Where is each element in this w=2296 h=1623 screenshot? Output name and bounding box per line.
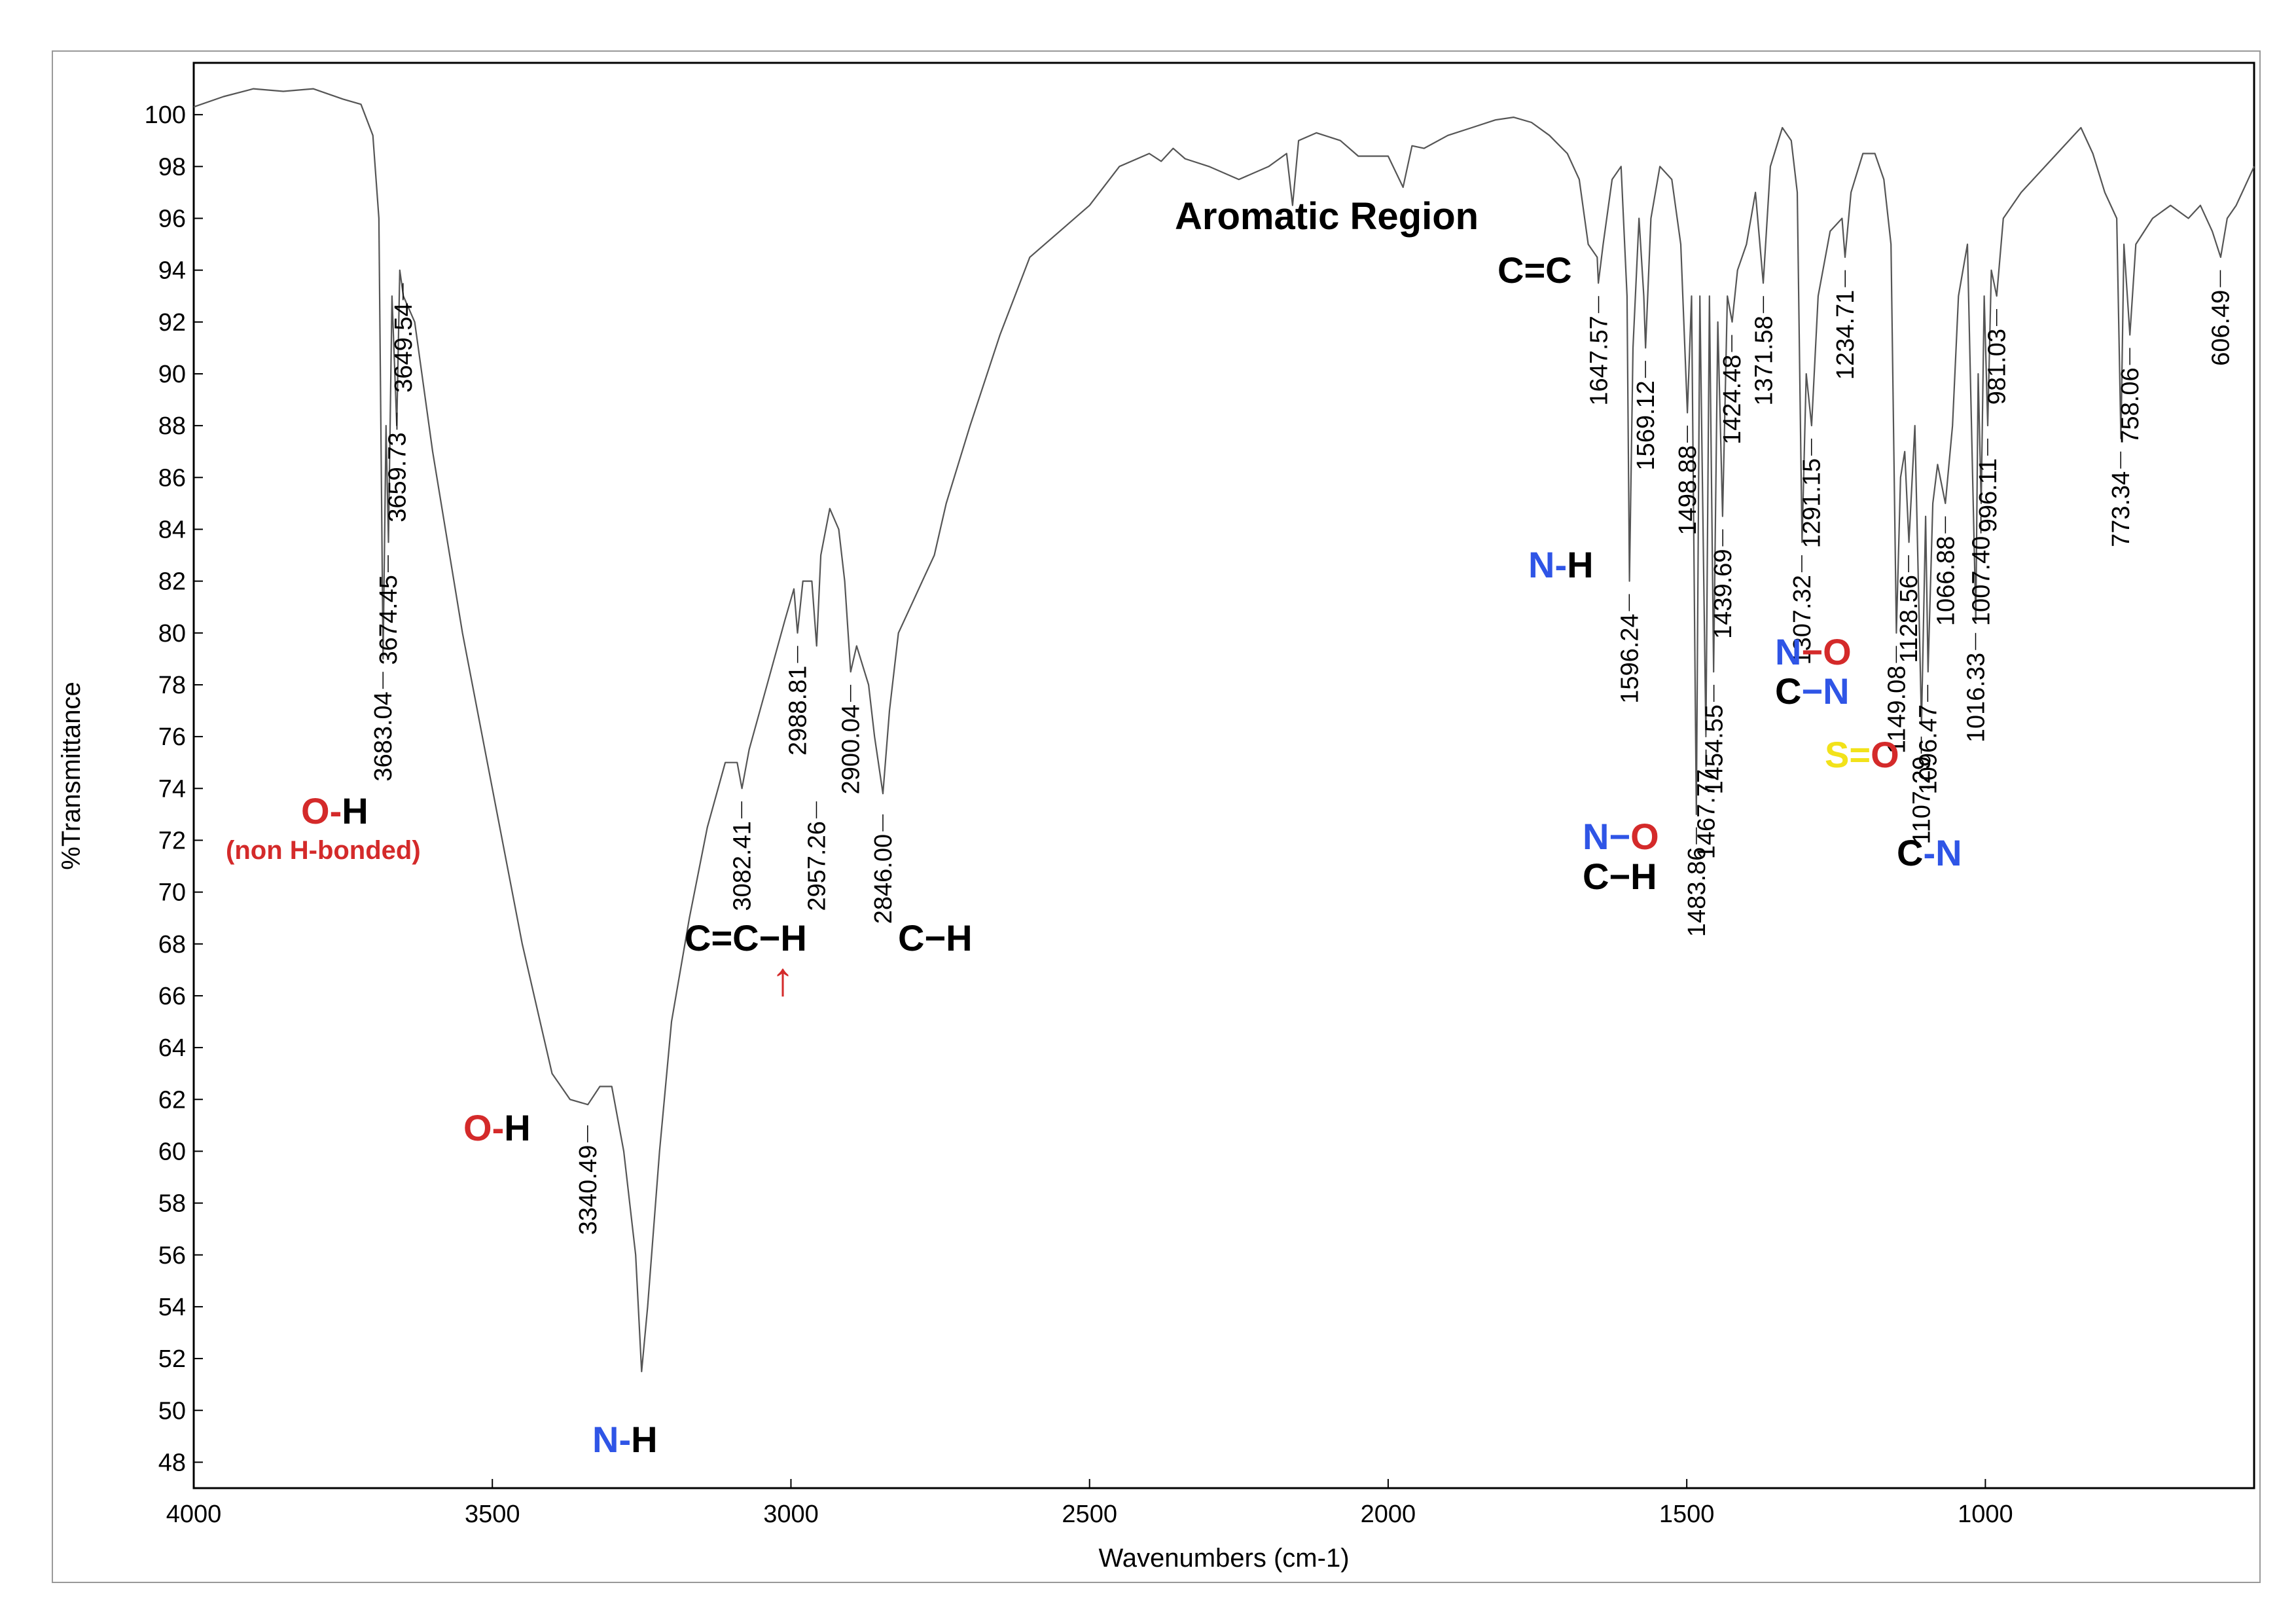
plot-frame bbox=[192, 62, 2255, 1489]
peak-label: 606.49 bbox=[2208, 290, 2235, 366]
x-tick-label: 1500 bbox=[1659, 1501, 1715, 1528]
peak-label: 1307.32 bbox=[1789, 575, 1816, 665]
y-tick-label: 54 bbox=[158, 1294, 186, 1321]
y-tick-label: 88 bbox=[158, 412, 186, 440]
peak-label: 2988.81 bbox=[785, 666, 812, 756]
alkene-ch-arrow: ↑ bbox=[771, 953, 795, 1006]
peak-label: 3674.45 bbox=[375, 575, 403, 665]
peak-label: 3649.54 bbox=[390, 302, 418, 392]
y-tick-label: 70 bbox=[158, 879, 186, 907]
peak-label: 1439.69 bbox=[1710, 549, 1737, 639]
peak-label: 1007.40 bbox=[1968, 536, 1996, 626]
peak-labels: 3683.04 3674.45 3659.73 3649.54 3340.49 3082.… bbox=[370, 270, 2235, 1235]
peak-label: 2846.00 bbox=[870, 834, 897, 924]
peak-label: 1096.47 bbox=[1914, 704, 1942, 794]
figure-border bbox=[52, 50, 2261, 1583]
y-tick-label: 62 bbox=[158, 1086, 186, 1114]
peak-label: 1467.77 bbox=[1693, 769, 1721, 859]
x-tick-label: 3500 bbox=[465, 1501, 520, 1528]
ch-label-2: C−H bbox=[1583, 856, 1657, 897]
peak-label: 1149.08 bbox=[1883, 666, 1910, 754]
y-tick-label: 74 bbox=[158, 775, 186, 803]
alkene-ch-label: C=C−H bbox=[685, 917, 807, 958]
peak-label: 3659.73 bbox=[384, 432, 412, 522]
y-tick-label: 58 bbox=[158, 1190, 186, 1218]
peak-label: 3340.49 bbox=[575, 1145, 602, 1235]
y-tick-label: 80 bbox=[158, 620, 186, 647]
y-tick-label: 64 bbox=[158, 1034, 186, 1062]
y-axis-title: %Transmittance bbox=[57, 682, 86, 870]
peak-label: 1066.88 bbox=[1932, 536, 1960, 626]
y-tick-label: 50 bbox=[158, 1397, 186, 1425]
cn-label-2: C-N bbox=[1897, 832, 1962, 873]
y-tick-label: 52 bbox=[158, 1345, 186, 1373]
y-tick-label: 92 bbox=[158, 309, 186, 337]
peak-label: 1234.71 bbox=[1832, 290, 1859, 380]
cc-double-label: C=C bbox=[1498, 249, 1572, 291]
oh-bonded-label: O-H bbox=[463, 1107, 531, 1148]
y-tick-label: 56 bbox=[158, 1242, 186, 1269]
peak-label: 2957.26 bbox=[804, 821, 831, 911]
peak-label: 981.03 bbox=[1984, 329, 2011, 405]
peak-label: 1647.57 bbox=[1586, 316, 1613, 405]
aromatic-region-label: Aromatic Region bbox=[1175, 195, 1479, 238]
peak-label: 1424.48 bbox=[1719, 355, 1746, 445]
x-tick-label: 1000 bbox=[1958, 1501, 2013, 1528]
y-tick-label: 72 bbox=[158, 827, 186, 854]
x-axis: 4000 3500 3000 2500 2000 1500 1000 bbox=[166, 1479, 2013, 1528]
peak-label: 3082.41 bbox=[728, 821, 756, 911]
y-tick-label: 82 bbox=[158, 568, 186, 596]
peak-label: 1371.58 bbox=[1750, 316, 1778, 405]
nh-aromatic-label: N-H bbox=[1528, 544, 1594, 585]
x-axis-title: Wavenumbers (cm-1) bbox=[1098, 1544, 1349, 1573]
peak-label: 773.34 bbox=[2108, 471, 2135, 547]
x-tick-label: 2000 bbox=[1361, 1501, 1416, 1528]
peak-label: 1107.29 bbox=[1909, 756, 1936, 845]
peak-label: 996.11 bbox=[1975, 458, 2002, 532]
y-tick-label: 66 bbox=[158, 983, 186, 1010]
x-tick-label: 3000 bbox=[763, 1501, 819, 1528]
peak-label: 3683.04 bbox=[370, 691, 397, 781]
peak-label: 758.06 bbox=[2117, 367, 2144, 443]
peak-label: 1596.24 bbox=[1616, 613, 1643, 703]
y-tick-label: 86 bbox=[158, 464, 186, 492]
aliphatic-ch-label: C−H bbox=[898, 917, 973, 958]
so-label: S=O bbox=[1825, 734, 1899, 775]
y-tick-label: 48 bbox=[158, 1449, 186, 1476]
y-tick-label: 96 bbox=[158, 205, 186, 232]
no-label-2: N−O bbox=[1775, 631, 1852, 672]
oh-free-sublabel: (non H-bonded) bbox=[226, 836, 421, 865]
peak-label: 1128.56 bbox=[1895, 575, 1923, 663]
peak-label: 2900.04 bbox=[838, 704, 865, 794]
y-tick-label: 100 bbox=[145, 101, 186, 129]
x-tick-label: 2500 bbox=[1062, 1501, 1117, 1528]
cn-label-1: C−N bbox=[1775, 670, 1850, 712]
peak-label: 1291.15 bbox=[1799, 458, 1826, 548]
x-tick-label: 4000 bbox=[166, 1501, 222, 1528]
y-tick-label: 78 bbox=[158, 672, 186, 699]
oh-free-label: O-H bbox=[301, 790, 368, 831]
peak-label: 1569.12 bbox=[1632, 380, 1660, 470]
y-tick-label: 76 bbox=[158, 723, 186, 751]
nh-main-label: N-H bbox=[592, 1419, 658, 1460]
y-tick-label: 68 bbox=[158, 931, 186, 958]
y-tick-label: 98 bbox=[158, 153, 186, 181]
peak-label: 1483.86 bbox=[1683, 847, 1711, 937]
y-tick-label: 84 bbox=[158, 516, 186, 543]
y-tick-label: 90 bbox=[158, 361, 186, 388]
no-label-1: N−O bbox=[1583, 816, 1659, 857]
y-tick-label: 94 bbox=[158, 257, 186, 285]
peak-label: 1498.88 bbox=[1674, 445, 1702, 535]
peak-label: 1454.55 bbox=[1701, 704, 1729, 794]
spectrum-line bbox=[193, 88, 2255, 1372]
y-axis: 48 50 52 54 56 58 60 62 64 66 68 70 72 74 76 78 80 82 84 86… bbox=[145, 101, 203, 1476]
y-tick-label: 60 bbox=[158, 1138, 186, 1165]
peak-label: 1016.33 bbox=[1963, 653, 1990, 742]
